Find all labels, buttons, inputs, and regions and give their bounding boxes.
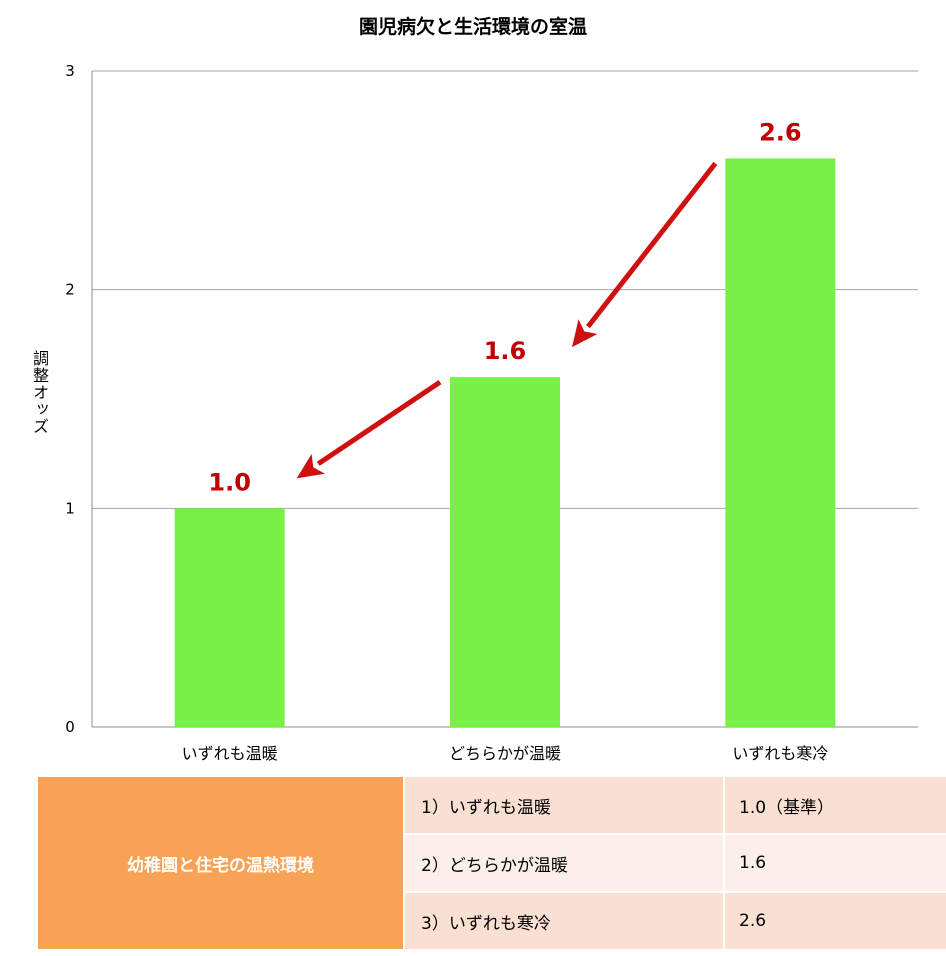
y-tick-label: 3 xyxy=(65,62,75,80)
y-tick-label: 1 xyxy=(65,499,75,517)
x-tick-label: どちらかが温暖 xyxy=(449,744,561,763)
legend-row: 幼稚園と住宅の温熱環境 1）いずれも温暖 1.0（基準） xyxy=(36,775,946,951)
data-label: 2.6 xyxy=(759,118,802,146)
legend-table: 幼稚園と住宅の温熱環境 1）いずれも温暖 1.0（基準） 2）どちらかが温暖 1… xyxy=(36,775,946,951)
legend-value: 1.0（基準） xyxy=(723,775,946,835)
legend-header: 幼稚園と住宅の温熱環境 xyxy=(36,775,405,951)
arrow-line xyxy=(316,380,442,466)
chart: 園児病欠と生活環境の室温 0 1 2 3 1.0 いずれも温暖 1.6 どちらかが温暖 2.6… xyxy=(65,15,918,763)
legend-condition: 3）いずれも寒冷 xyxy=(403,891,725,951)
legend-row: 3）いずれも寒冷 2.6 xyxy=(37,891,946,951)
bar xyxy=(174,508,285,727)
y-axis-label: 調整オッズ xyxy=(30,350,49,435)
arrow-layer xyxy=(296,161,718,479)
bar xyxy=(725,158,836,727)
x-tick-label: いずれも寒冷 xyxy=(732,744,828,763)
data-label: 1.6 xyxy=(484,337,527,365)
legend-condition: 1）いずれも温暖 xyxy=(403,775,725,835)
arrow-head xyxy=(296,453,325,479)
bar xyxy=(450,377,560,727)
legend-row: 2）どちらかが温暖 1.6 xyxy=(37,833,946,893)
x-tick-label: いずれも温暖 xyxy=(182,744,278,763)
y-tick-label: 2 xyxy=(65,281,75,299)
data-label: 1.0 xyxy=(208,468,251,496)
bar-layer xyxy=(174,158,836,727)
arrow-line xyxy=(586,161,718,329)
chart-title: 園児病欠と生活環境の室温 xyxy=(359,15,587,38)
legend-value: 2.6 xyxy=(723,891,946,951)
label-layer: 1.0 いずれも温暖 1.6 どちらかが温暖 2.6 いずれも寒冷 xyxy=(182,118,829,763)
arrow-head xyxy=(572,319,598,348)
y-tick-label: 0 xyxy=(65,718,75,736)
legend-value: 1.6 xyxy=(723,833,946,893)
legend-condition: 2）どちらかが温暖 xyxy=(403,833,725,893)
